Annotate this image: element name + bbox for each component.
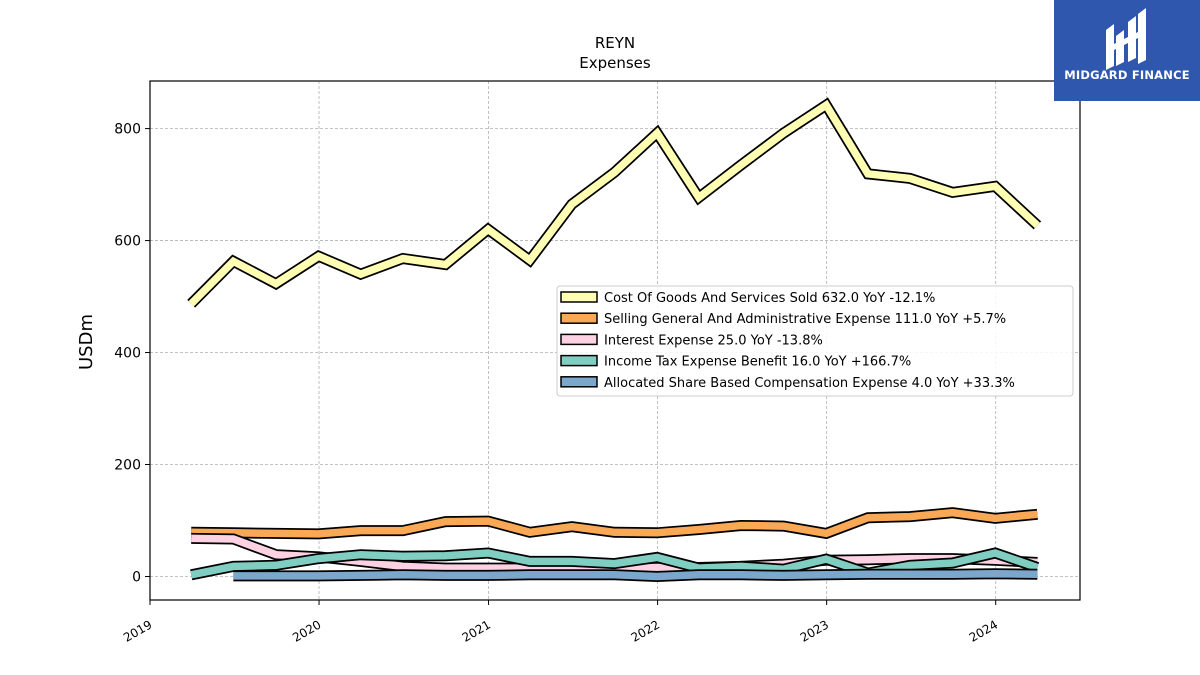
series-5 <box>233 568 1038 583</box>
x-tick-label: 2024 <box>967 617 1000 644</box>
legend-item: Interest Expense 25.0 YoY -13.8% <box>560 333 823 348</box>
y-axis-label: USDm <box>76 314 97 370</box>
legend-swatch <box>560 291 598 303</box>
series-line <box>233 569 1038 581</box>
x-tick-label: 2021 <box>460 617 493 644</box>
y-tick-label: 600 <box>114 234 141 250</box>
series-2 <box>191 507 1038 540</box>
y-tick-label: 200 <box>114 458 141 474</box>
y-tick-label: 400 <box>114 346 141 362</box>
logo-mark-icon <box>1106 8 1146 70</box>
logo-text: MIDGARD FINANCE <box>1064 68 1190 82</box>
series-line <box>191 508 1038 538</box>
y-tick-label: 0 <box>132 569 141 585</box>
legend-item: Income Tax Expense Benefit 16.0 YoY +166… <box>560 354 911 370</box>
legend-label: Allocated Share Based Compensation Expen… <box>604 376 1015 391</box>
legend: Cost Of Goods And Services Sold 632.0 Yo… <box>556 285 1074 397</box>
series-4 <box>190 547 1040 581</box>
legend-label: Income Tax Expense Benefit 16.0 YoY +166… <box>604 355 911 370</box>
legend-swatch <box>560 333 598 346</box>
x-tick-label: 2022 <box>629 617 662 644</box>
legend-item: Selling General And Administrative Expen… <box>560 312 1006 327</box>
x-tick-label: 2023 <box>798 617 831 644</box>
series-layer <box>187 97 1042 583</box>
x-tick-label: 2020 <box>290 617 323 644</box>
legend-label: Cost Of Goods And Services Sold 632.0 Yo… <box>604 291 935 306</box>
series-outline <box>187 97 1042 308</box>
legend-label: Selling General And Administrative Expen… <box>604 312 1006 327</box>
legend-label: Interest Expense 25.0 YoY -13.8% <box>604 333 823 348</box>
legend-swatch <box>560 354 598 367</box>
x-tick-label: 2019 <box>121 617 154 644</box>
legend-swatch <box>560 376 598 388</box>
legend-box <box>556 285 1074 397</box>
plot-frame <box>149 80 1081 601</box>
y-tick-label: 800 <box>114 122 141 138</box>
legend-item: Allocated Share Based Compensation Expen… <box>560 376 1015 391</box>
legend-swatch <box>560 312 598 324</box>
chart-title: REYN <box>595 34 635 52</box>
series-1 <box>187 97 1042 308</box>
brand-logo: MIDGARD FINANCE <box>1054 0 1200 101</box>
chart-subtitle: Expenses <box>579 54 651 72</box>
series-line <box>190 549 1039 579</box>
series-line <box>188 99 1040 307</box>
legend-item: Cost Of Goods And Services Sold 632.0 Yo… <box>560 291 935 306</box>
